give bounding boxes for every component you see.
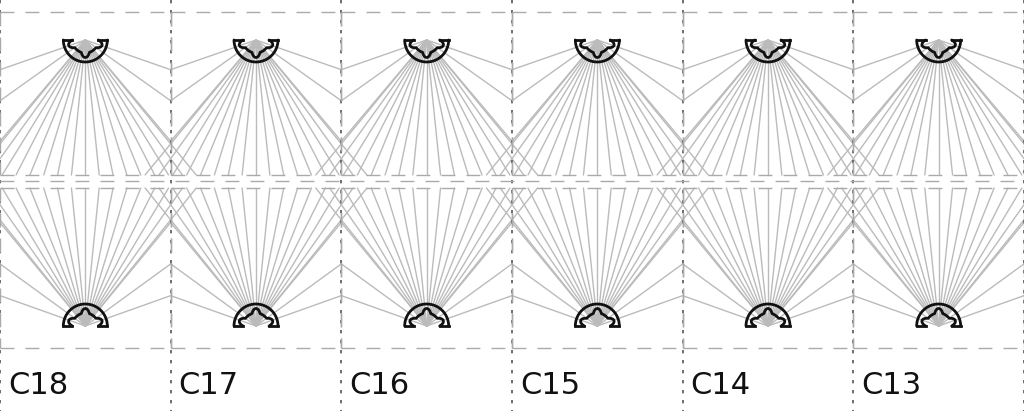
- Text: C15: C15: [520, 370, 581, 399]
- Text: C18: C18: [8, 370, 69, 399]
- Text: C13: C13: [861, 370, 922, 399]
- Text: C17: C17: [178, 370, 239, 399]
- Text: C14: C14: [690, 370, 751, 399]
- Text: C16: C16: [349, 370, 410, 399]
